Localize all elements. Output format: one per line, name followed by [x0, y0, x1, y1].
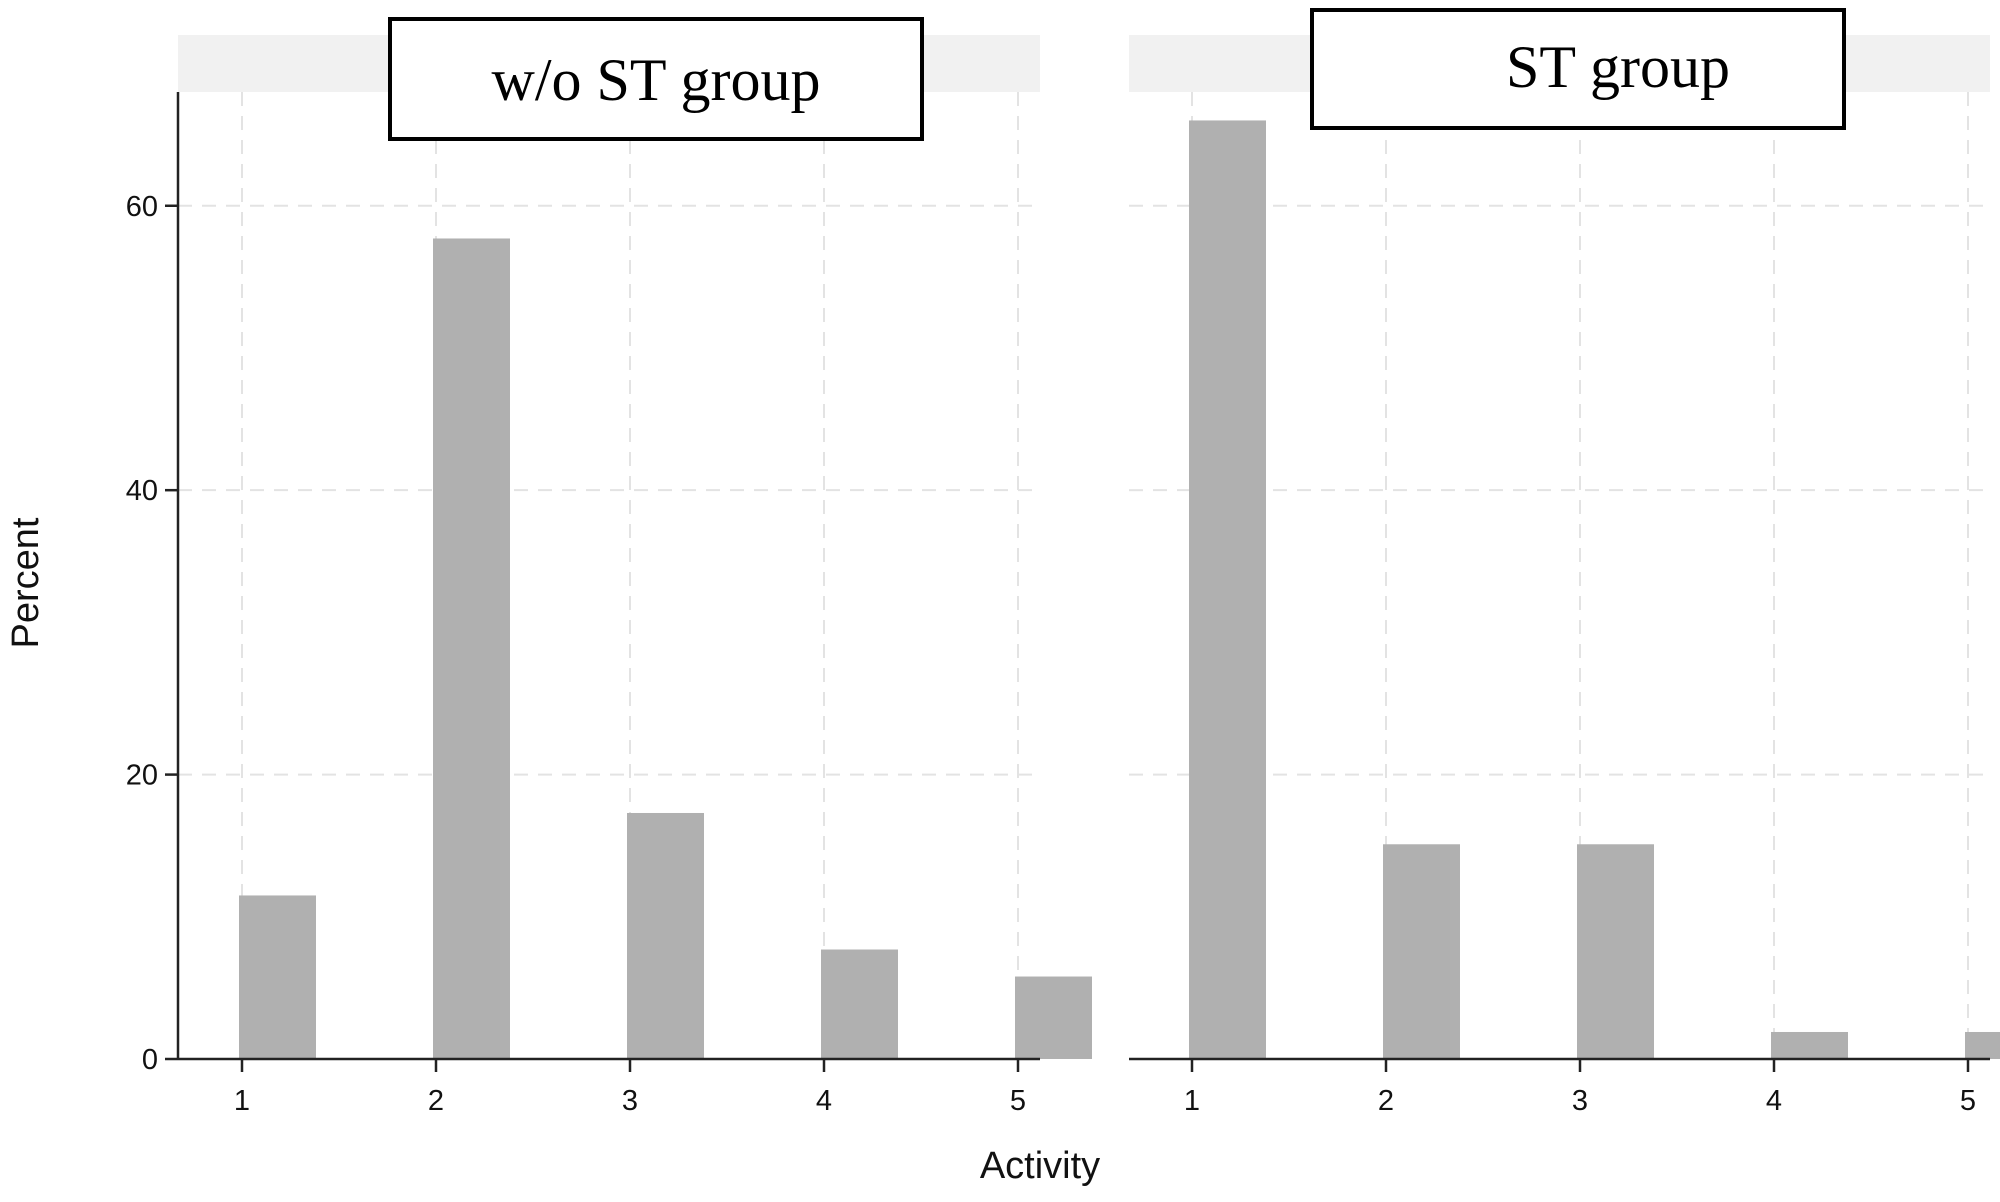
bar-2-2 — [1383, 844, 1460, 1059]
panel-title-box — [1310, 8, 1846, 130]
x-tick-label: 3 — [1572, 1085, 1588, 1117]
bar-2-5 — [1965, 1031, 2000, 1059]
y-tick-label: 60 — [126, 191, 158, 223]
y-tick-label: 40 — [126, 475, 158, 507]
x-tick-label: 5 — [1010, 1085, 1026, 1117]
bar-2-1 — [1189, 120, 1266, 1060]
panels: 1 2 3 4 5 0 20 40 60 w/o ST group 1 2 3 4 5 ST group — [126, 8, 2000, 1117]
bar-1-3 — [627, 812, 704, 1059]
bar-1-2 — [433, 238, 510, 1060]
panel-title: ST group — [1506, 34, 1730, 100]
x-axis-title: Activity — [980, 1145, 1100, 1187]
y-tick-label: 0 — [142, 1044, 158, 1076]
panel-title-box — [388, 17, 924, 141]
x-tick-label: 1 — [234, 1085, 250, 1117]
y-tick-label: 20 — [126, 760, 158, 792]
bar-2-4 — [1771, 1031, 1848, 1059]
panel-title: w/o ST group — [492, 47, 821, 113]
x-tick-label: 4 — [1766, 1085, 1782, 1117]
x-tick-label: 2 — [1378, 1085, 1394, 1117]
bar-1-5 — [1015, 976, 1092, 1059]
panel-2: 1 2 3 4 5 ST group — [1129, 8, 2000, 1117]
bar-1-1 — [239, 895, 316, 1059]
bar-1-4 — [821, 949, 898, 1059]
panel-1: 1 2 3 4 5 0 20 40 60 w/o ST group — [126, 17, 1092, 1117]
x-tick-label: 3 — [622, 1085, 638, 1117]
x-tick-label: 1 — [1184, 1085, 1200, 1117]
x-tick-label: 2 — [428, 1085, 444, 1117]
bar-2-3 — [1577, 844, 1654, 1059]
x-tick-label: 5 — [1960, 1085, 1976, 1117]
y-axis-title: Percent — [5, 517, 47, 648]
x-tick-label: 4 — [816, 1085, 832, 1117]
